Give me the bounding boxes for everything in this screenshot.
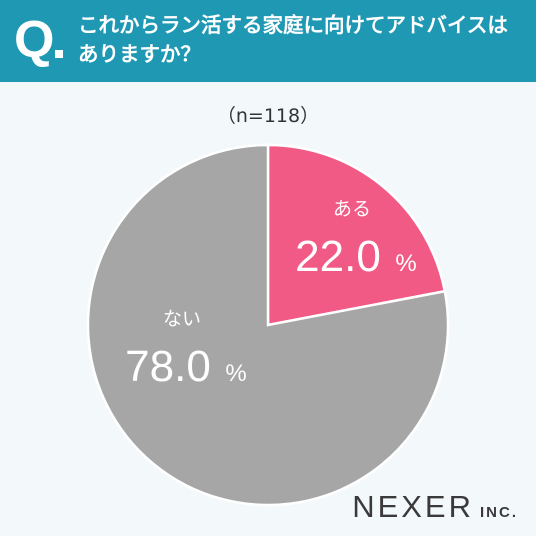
question-line-1: これからラン活する家庭に向けてアドバイスは [78,13,508,37]
slice-value-no: 78.0 [125,342,211,391]
sample-size-label: （n=118） [216,105,320,127]
slice-value-yes: 22.0 [295,232,381,281]
question-text: これからラン活する家庭に向けてアドバイスは ありますか？ [78,11,528,69]
question-header: Q これからラン活する家庭に向けてアドバイスは ありますか？ [0,0,536,82]
brand-suffix: INC. [480,504,518,521]
q-mark: Q [14,11,55,69]
slice-label-no: ない [163,308,201,330]
q-mark-dot [55,50,63,58]
question-line-2: ありますか？ [78,42,201,66]
brand-name: NEXER [352,489,474,524]
pie-slice-no [86,143,450,507]
slice-unit-no: % [225,360,246,387]
brand-logo: NEXER INC. [352,489,518,525]
slice-unit-yes: % [395,250,416,277]
slice-label-yes: ある [333,198,371,220]
pie-slice-yes [266,143,447,327]
